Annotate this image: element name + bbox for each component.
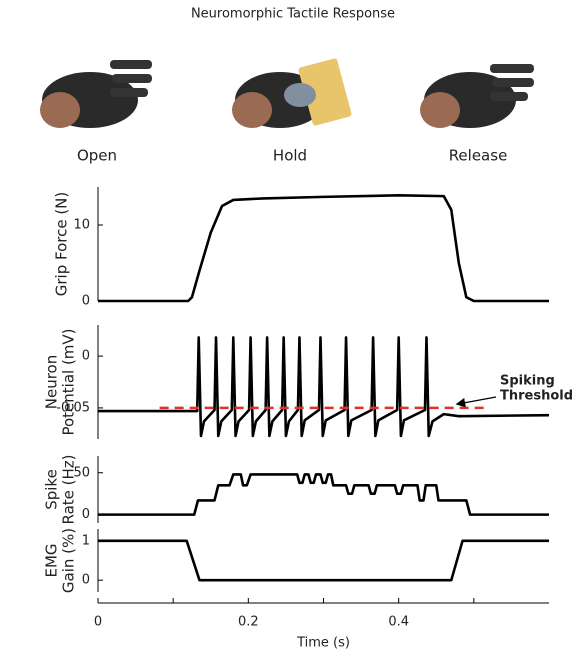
annotation-arrow (458, 397, 496, 404)
photo-open (40, 60, 152, 128)
y-tick-label: 1 (82, 533, 90, 548)
figure: Neuromorphic Tactile Response Open Hold … (0, 0, 587, 655)
y-axis-label: Spike (43, 469, 61, 510)
data-line (98, 337, 549, 435)
photo-label: Hold (273, 147, 307, 165)
data-line (98, 195, 549, 301)
photo-release (420, 64, 534, 128)
y-tick-label: 0 (82, 507, 90, 522)
y-axis-label: Grip Force (N) (53, 192, 71, 297)
figure-title: Neuromorphic Tactile Response (191, 7, 395, 22)
photo-label: Open (77, 147, 117, 165)
annotation-text: Threshold (500, 389, 573, 404)
data-line (98, 474, 549, 514)
y-tick-label: 0 (82, 294, 90, 309)
y-axis-label: EMG (43, 543, 61, 577)
y-axis-label: Neuron (43, 355, 61, 409)
x-tick-label: 0.4 (388, 615, 409, 630)
data-line (98, 541, 549, 580)
annotation-text: Spiking (500, 374, 555, 389)
x-tick-label: 0 (94, 615, 102, 630)
y-axis-label: Potential (mV) (60, 328, 78, 435)
photo-hold (232, 58, 352, 128)
x-tick-label: 0.2 (238, 615, 259, 630)
y-tick-label: 0 (82, 349, 90, 364)
photo-label: Release (449, 147, 508, 165)
x-axis-label: Time (s) (296, 636, 350, 651)
y-tick-label: 0 (82, 573, 90, 588)
y-tick-label: 10 (73, 218, 90, 233)
y-axis-label: Gain (%) (60, 528, 78, 593)
y-axis-label: Rate (Hz) (60, 454, 78, 524)
